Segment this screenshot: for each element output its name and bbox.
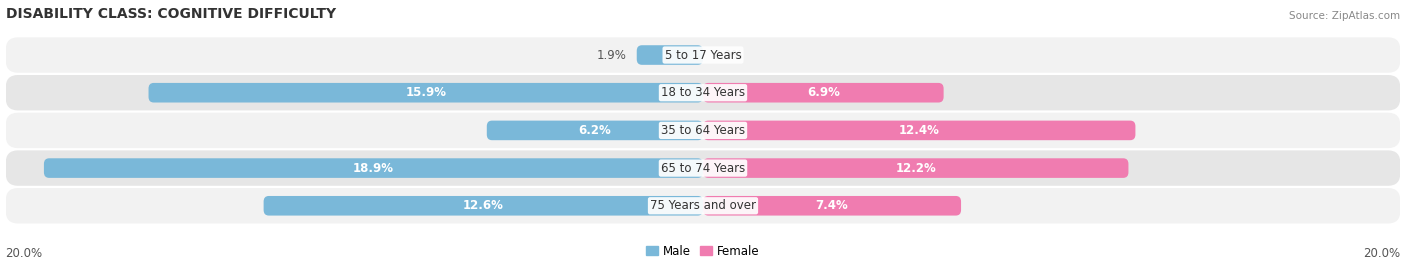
- Text: 0.0%: 0.0%: [713, 49, 744, 62]
- Text: 12.4%: 12.4%: [898, 124, 939, 137]
- FancyBboxPatch shape: [703, 83, 943, 103]
- FancyBboxPatch shape: [703, 196, 962, 215]
- Text: 5 to 17 Years: 5 to 17 Years: [665, 49, 741, 62]
- Text: 20.0%: 20.0%: [6, 247, 42, 260]
- Text: 35 to 64 Years: 35 to 64 Years: [661, 124, 745, 137]
- Text: 6.2%: 6.2%: [578, 124, 612, 137]
- FancyBboxPatch shape: [637, 45, 703, 65]
- FancyBboxPatch shape: [44, 158, 703, 178]
- Legend: Male, Female: Male, Female: [644, 242, 762, 260]
- FancyBboxPatch shape: [703, 158, 1129, 178]
- Text: 6.9%: 6.9%: [807, 86, 839, 99]
- Text: 12.6%: 12.6%: [463, 199, 503, 212]
- FancyBboxPatch shape: [6, 150, 1400, 186]
- FancyBboxPatch shape: [6, 113, 1400, 148]
- Text: 12.2%: 12.2%: [896, 161, 936, 175]
- FancyBboxPatch shape: [703, 121, 1136, 140]
- Text: 20.0%: 20.0%: [1364, 247, 1400, 260]
- FancyBboxPatch shape: [6, 37, 1400, 73]
- Text: 7.4%: 7.4%: [815, 199, 848, 212]
- Text: Source: ZipAtlas.com: Source: ZipAtlas.com: [1289, 11, 1400, 21]
- FancyBboxPatch shape: [6, 75, 1400, 110]
- Text: 18 to 34 Years: 18 to 34 Years: [661, 86, 745, 99]
- Text: 18.9%: 18.9%: [353, 161, 394, 175]
- Text: 65 to 74 Years: 65 to 74 Years: [661, 161, 745, 175]
- FancyBboxPatch shape: [149, 83, 703, 103]
- Text: DISABILITY CLASS: COGNITIVE DIFFICULTY: DISABILITY CLASS: COGNITIVE DIFFICULTY: [6, 7, 336, 21]
- Text: 1.9%: 1.9%: [596, 49, 626, 62]
- Text: 15.9%: 15.9%: [405, 86, 446, 99]
- Text: 75 Years and over: 75 Years and over: [650, 199, 756, 212]
- FancyBboxPatch shape: [486, 121, 703, 140]
- FancyBboxPatch shape: [6, 188, 1400, 224]
- FancyBboxPatch shape: [263, 196, 703, 215]
